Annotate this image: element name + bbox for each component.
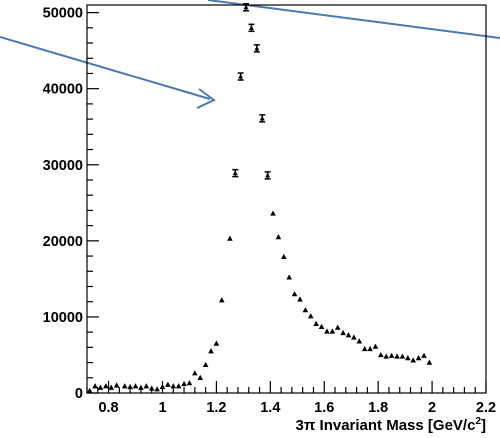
data-point: [329, 328, 336, 334]
x-axis-label: 3π Invariant Mass [GeV/c2]: [296, 416, 486, 434]
x-tick-label: 1.4: [260, 400, 280, 416]
data-point: [192, 370, 198, 376]
data-point: [297, 296, 303, 302]
y-tick-label: 20000: [43, 234, 83, 250]
data-point: [415, 355, 422, 361]
data-point: [302, 307, 309, 313]
data-points: [86, 3, 433, 393]
x-tick-label: 2: [428, 400, 436, 416]
data-point: [356, 338, 363, 344]
data-point: [307, 313, 314, 319]
data-point: [103, 383, 109, 389]
data-point: [383, 353, 390, 359]
y-tick-label: 40000: [43, 82, 83, 98]
data-point: [208, 348, 214, 354]
data-point: [399, 353, 406, 359]
data-point: [143, 383, 150, 389]
data-point: [138, 384, 144, 390]
data-point: [334, 324, 341, 330]
data-point: [345, 332, 352, 338]
data-point: [170, 383, 177, 389]
x-axis-label-superscript: 2: [475, 416, 481, 427]
axis-ticks: [86, 12, 487, 394]
data-point: [159, 383, 166, 390]
data-point: [197, 374, 204, 380]
data-point: [378, 351, 384, 358]
data-point: [291, 291, 298, 297]
arrow-left-head: [196, 88, 216, 109]
data-point: [154, 386, 160, 392]
data-point: [132, 383, 139, 389]
x-tick-label: 0.8: [98, 400, 118, 416]
data-point-errorbar: [243, 3, 250, 12]
data-point: [372, 343, 379, 349]
data-point: [394, 353, 400, 359]
data-point-errorbar: [248, 23, 255, 33]
x-tick-label: 1.8: [368, 400, 388, 416]
data-point: [92, 383, 98, 389]
data-point: [175, 383, 182, 389]
data-point-errorbar: [232, 168, 239, 178]
data-point: [361, 345, 368, 352]
data-point: [286, 274, 292, 280]
data-point: [213, 340, 220, 346]
data-point: [388, 352, 395, 358]
data-point: [410, 357, 417, 363]
data-point: [127, 383, 133, 390]
data-point-errorbar: [253, 44, 260, 53]
x-axis-label-pi: π: [304, 417, 316, 434]
x-axis-label-prefix: 3: [296, 417, 304, 434]
data-point: [351, 334, 357, 340]
y-tick-label: 0: [75, 386, 83, 402]
x-tick-label: 1.2: [206, 400, 226, 416]
data-point: [421, 352, 427, 358]
data-point: [86, 387, 93, 393]
data-point: [281, 253, 287, 260]
data-point: [426, 359, 433, 365]
data-point: [121, 383, 128, 389]
data-point-errorbar: [264, 171, 271, 180]
data-point: [218, 297, 225, 303]
y-tick-label: 30000: [43, 158, 83, 174]
data-point: [227, 235, 233, 241]
y-tick-label: 50000: [43, 6, 83, 22]
data-point-errorbar: [237, 72, 244, 81]
data-point: [186, 380, 193, 386]
arrow-left: [0, 36, 211, 100]
data-point: [181, 380, 187, 387]
data-point: [405, 355, 411, 361]
data-point: [340, 329, 346, 336]
x-tick-label: 2.2: [476, 400, 496, 416]
annotation-arrows: [0, 0, 500, 109]
data-point: [270, 210, 276, 216]
data-point: [324, 328, 330, 334]
data-point: [113, 382, 120, 388]
data-point: [148, 385, 155, 391]
arrow-top-right: [207, 0, 500, 39]
data-point: [97, 384, 104, 390]
data-point: [275, 234, 282, 240]
x-axis-label-main: Invariant Mass [GeV/c: [315, 417, 475, 434]
x-tick-label: 1.6: [314, 400, 334, 416]
plot-frame: [86, 4, 487, 394]
data-point: [313, 320, 319, 326]
x-axis-label-close: ]: [481, 417, 486, 434]
data-point: [165, 381, 171, 387]
data-point-errorbar: [259, 114, 266, 123]
data-point: [108, 384, 115, 390]
axis-tick-labels: 0.8 1 1.2 1.4 1.6 1.8 2 2.2 0 10000 20000 30000 4000…: [43, 6, 496, 416]
x-tick-label: 1: [158, 400, 166, 416]
data-point: [367, 345, 373, 352]
data-point: [202, 361, 209, 368]
y-tick-label: 10000: [43, 310, 83, 326]
data-point: [318, 323, 325, 330]
